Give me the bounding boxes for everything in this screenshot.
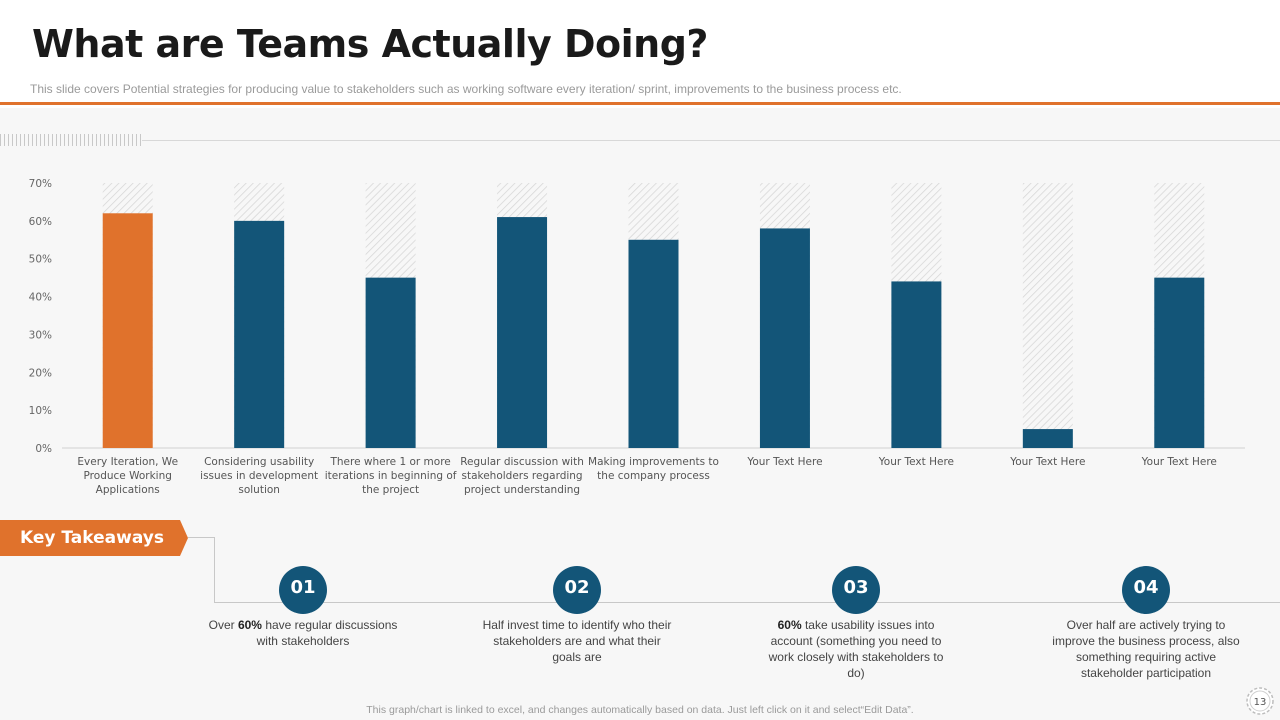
key-takeaways-banner: Key Takeaways	[0, 520, 188, 556]
slide-subtitle: This slide covers Potential strategies f…	[30, 82, 902, 96]
takeaway-text-02: Half invest time to identify who their s…	[482, 618, 672, 664]
bar[interactable]	[234, 220, 285, 448]
bar[interactable]	[1154, 277, 1205, 448]
y-tick-label: 10%	[29, 405, 52, 417]
page-number: 13	[1254, 697, 1267, 708]
x-tick-label: There where 1 or more iterations in begin…	[325, 456, 457, 496]
y-tick-label: 0%	[35, 443, 52, 455]
takeaway-text-04: Over half are actively trying to improve…	[1052, 618, 1240, 680]
bar-background	[1022, 183, 1073, 448]
x-tick-label: Regular discussion with stakeholders rega…	[460, 456, 584, 496]
bar[interactable]	[628, 239, 679, 448]
takeaway-text-01: Over 60% have regular discussions with s…	[208, 618, 398, 648]
x-tick-label: Your Text Here	[1009, 456, 1085, 468]
bar-chart[interactable]: 0% 10% 20% 30% 40% 50% 60% 70% Every Iteration,…	[0, 160, 1280, 505]
footer-note: This graph/chart is linked to excel, and…	[366, 704, 914, 716]
x-tick-label: Considering usability issues in developme…	[200, 456, 318, 496]
x-tick-label: Every Iteration, We Produce Working Applic…	[77, 456, 178, 496]
takeaway-badge-02: 02	[553, 566, 601, 614]
y-tick-label: 20%	[29, 367, 52, 379]
bar[interactable]	[759, 228, 810, 448]
takeaway-badge-04: 04	[1122, 566, 1170, 614]
decorative-divider	[142, 140, 1280, 141]
bar[interactable]	[891, 281, 942, 448]
y-tick-label: 50%	[29, 254, 52, 266]
x-tick-label: Your Text Here	[878, 456, 954, 468]
connector-line	[188, 537, 214, 538]
takeaway-badge-01: 01	[279, 566, 327, 614]
y-tick-label: 60%	[29, 216, 52, 228]
x-tick-label: Making improvements to the company proces…	[588, 456, 719, 482]
decorative-hatch-strip	[0, 134, 142, 146]
bar[interactable]	[102, 213, 153, 448]
connector-line	[214, 537, 215, 602]
x-tick-label: Your Text Here	[746, 456, 822, 468]
y-tick-label: 40%	[29, 292, 52, 304]
takeaway-badge-03: 03	[832, 566, 880, 614]
takeaway-text-03: 60% take usability issues into account (…	[768, 618, 944, 680]
bar[interactable]	[1022, 429, 1073, 448]
slide-title: What are Teams Actually Doing?	[32, 22, 708, 66]
bar[interactable]	[497, 217, 548, 448]
bar[interactable]	[365, 277, 416, 448]
takeaways-baseline	[214, 602, 1280, 603]
bars-group	[102, 183, 1205, 448]
y-tick-label: 70%	[29, 178, 52, 190]
page-number-gear-icon: 13	[1246, 687, 1274, 715]
title-rule	[0, 102, 1280, 105]
x-axis-labels: Every Iteration, We Produce Working Applic…	[77, 456, 1216, 496]
x-tick-label: Your Text Here	[1141, 456, 1217, 468]
y-tick-label: 30%	[29, 329, 52, 341]
